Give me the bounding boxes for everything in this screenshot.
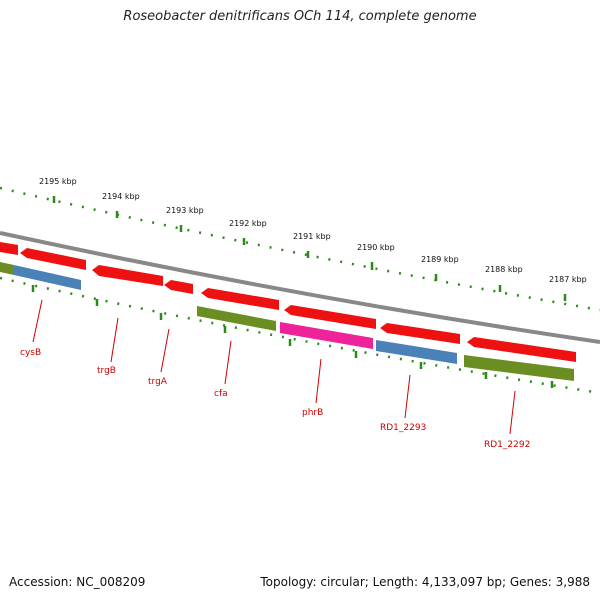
leader-line xyxy=(224,340,232,385)
gene-label-cfa: cfa xyxy=(214,389,228,399)
scale-label: 2193 kbp xyxy=(166,206,204,215)
scale-label: 2187 kbp xyxy=(549,275,587,284)
inner-major-ticks xyxy=(31,285,554,388)
scale-label: 2188 kbp xyxy=(485,265,523,274)
leader-line xyxy=(160,328,170,373)
gene-bar xyxy=(464,355,574,381)
gene-arrow xyxy=(20,248,86,270)
leader-line xyxy=(509,390,516,435)
gene-label-cysB: cysB xyxy=(20,348,41,358)
accession-text: Accession: NC_008209 xyxy=(9,575,146,589)
scale-label: 2195 kbp xyxy=(39,177,77,186)
gene-arrow xyxy=(467,337,576,362)
gene-arrow xyxy=(164,280,193,294)
scale-label: 2192 kbp xyxy=(229,219,267,228)
gene-arrow xyxy=(201,288,279,310)
gene-bar xyxy=(280,322,373,349)
gene-arrow xyxy=(380,323,460,344)
gene-label-phrB: phrB xyxy=(302,408,323,418)
gene-bar xyxy=(0,262,14,275)
scale-label: 2190 kbp xyxy=(357,243,395,252)
label-leaders xyxy=(32,299,516,435)
scale-label: 2189 kbp xyxy=(421,255,459,264)
reverse-strand-genes xyxy=(0,262,574,381)
gene-bar xyxy=(14,265,81,290)
inner-scale-arc xyxy=(0,276,600,395)
page-title: Roseobacter denitrificans OCh 114, compl… xyxy=(123,9,477,24)
scale-label: 2191 kbp xyxy=(293,232,331,241)
leader-line xyxy=(404,374,411,419)
forward-strand-genes xyxy=(0,242,576,362)
leader-line xyxy=(315,358,322,404)
topology-text: Topology: circular; Length: 4,133,097 bp… xyxy=(260,575,590,589)
gene-label-RD1_2293: RD1_2293 xyxy=(380,423,426,433)
gene-label-trgA: trgA xyxy=(148,377,168,387)
gene-arrow xyxy=(92,265,163,286)
gene-bar xyxy=(197,306,276,331)
gene-arrow xyxy=(0,242,18,255)
scale-label: 2194 kbp xyxy=(102,192,140,201)
genome-backbone xyxy=(0,231,600,344)
gene-labels: cysB trgB trgA cfa phrB RD1_2293 RD1_229… xyxy=(20,348,530,450)
gene-label-trgB: trgB xyxy=(97,366,116,376)
leader-line xyxy=(32,299,43,343)
outer-major-ticks xyxy=(52,196,567,301)
gene-bar xyxy=(376,340,457,364)
gene-arrow xyxy=(284,305,376,329)
scale-labels: 2195 kbp 2194 kbp 2193 kbp 2192 kbp 2191… xyxy=(39,177,587,284)
leader-line xyxy=(110,317,119,363)
gene-label-RD1_2292: RD1_2292 xyxy=(484,440,530,450)
